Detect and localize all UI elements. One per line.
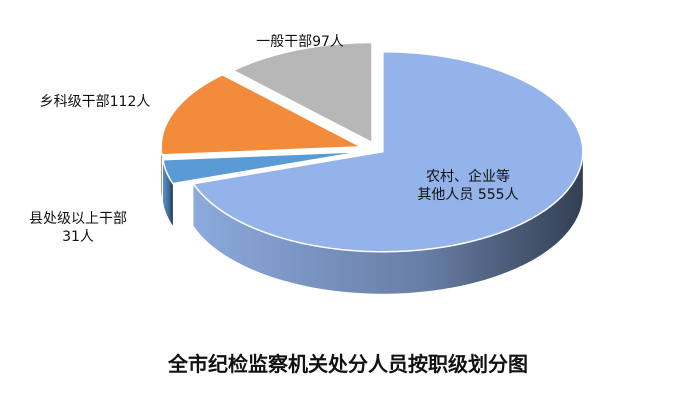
slice-side [193, 151, 583, 294]
chart-title: 全市纪检监察机关处分人员按职级划分图 [168, 352, 528, 376]
slice-side [161, 146, 162, 197]
slice-label: 县处级以上干部 31人 [29, 211, 127, 245]
pie-slice [162, 150, 363, 185]
slice-label: 农村、企业等 其他人员 555人 [417, 169, 519, 203]
slice-side [162, 159, 173, 226]
slice-label: 乡科级干部112人 [39, 94, 151, 110]
slice-label: 一般干部97人 [256, 34, 344, 50]
pie-slice [192, 50, 584, 253]
pie-slice [160, 73, 365, 156]
pie-slice [231, 41, 373, 144]
